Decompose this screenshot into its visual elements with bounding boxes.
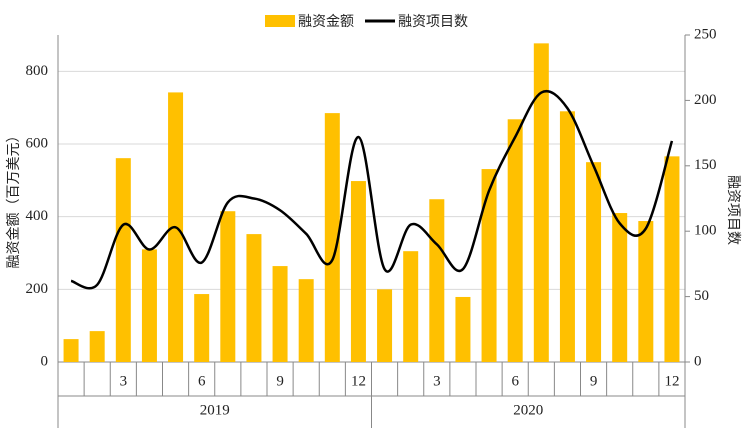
x-tick-label: 12 bbox=[664, 373, 679, 389]
bar bbox=[350, 181, 366, 362]
x-tick-label: 9 bbox=[590, 373, 598, 389]
bar bbox=[89, 331, 105, 362]
bar bbox=[429, 199, 445, 362]
y-tick-label: 200 bbox=[26, 281, 49, 297]
y2-tick-label: 200 bbox=[694, 92, 717, 108]
bar bbox=[63, 339, 79, 362]
x-tick-label: 6 bbox=[511, 373, 519, 389]
bar bbox=[455, 296, 471, 362]
bar bbox=[141, 249, 157, 362]
bar bbox=[533, 43, 549, 363]
bar bbox=[246, 234, 262, 362]
x-tick-label: 9 bbox=[276, 373, 284, 389]
legend-label: 融资金额 bbox=[298, 14, 354, 30]
bar bbox=[377, 289, 393, 362]
x-tick-label: 3 bbox=[120, 373, 128, 389]
y-tick-label: 0 bbox=[41, 353, 49, 369]
bar bbox=[612, 213, 628, 362]
bar bbox=[298, 279, 314, 362]
y2-tick-label: 50 bbox=[694, 288, 709, 304]
y-tick-label: 400 bbox=[26, 208, 49, 224]
y2-tick-label: 0 bbox=[694, 353, 702, 369]
bar bbox=[403, 251, 419, 362]
bar bbox=[272, 266, 288, 362]
bar bbox=[559, 111, 575, 362]
y-axis-label: 融资金额（百万美元） bbox=[6, 129, 22, 269]
y-tick-label: 600 bbox=[26, 135, 49, 151]
bar bbox=[481, 169, 497, 362]
bar bbox=[115, 158, 131, 362]
y2-tick-label: 250 bbox=[694, 26, 717, 42]
legend-swatch bbox=[265, 15, 295, 27]
bar bbox=[664, 156, 680, 362]
y2-tick-label: 100 bbox=[694, 223, 717, 239]
x-tick-label: 12 bbox=[351, 373, 366, 389]
bar bbox=[220, 211, 236, 362]
legend-label: 融资项目数 bbox=[398, 14, 468, 30]
bar bbox=[638, 221, 654, 362]
line bbox=[70, 90, 674, 290]
bar bbox=[324, 113, 340, 362]
x-group-label: 2019 bbox=[200, 402, 230, 418]
x-group-label: 2020 bbox=[513, 402, 543, 418]
y2-tick-label: 150 bbox=[694, 157, 717, 173]
y2-axis-label: 融资项目数 bbox=[725, 175, 741, 245]
bar bbox=[194, 294, 210, 362]
bar bbox=[586, 162, 602, 362]
y-tick-label: 800 bbox=[26, 63, 49, 79]
x-tick-label: 6 bbox=[198, 373, 206, 389]
bar bbox=[507, 119, 523, 362]
x-tick-label: 3 bbox=[433, 373, 441, 389]
